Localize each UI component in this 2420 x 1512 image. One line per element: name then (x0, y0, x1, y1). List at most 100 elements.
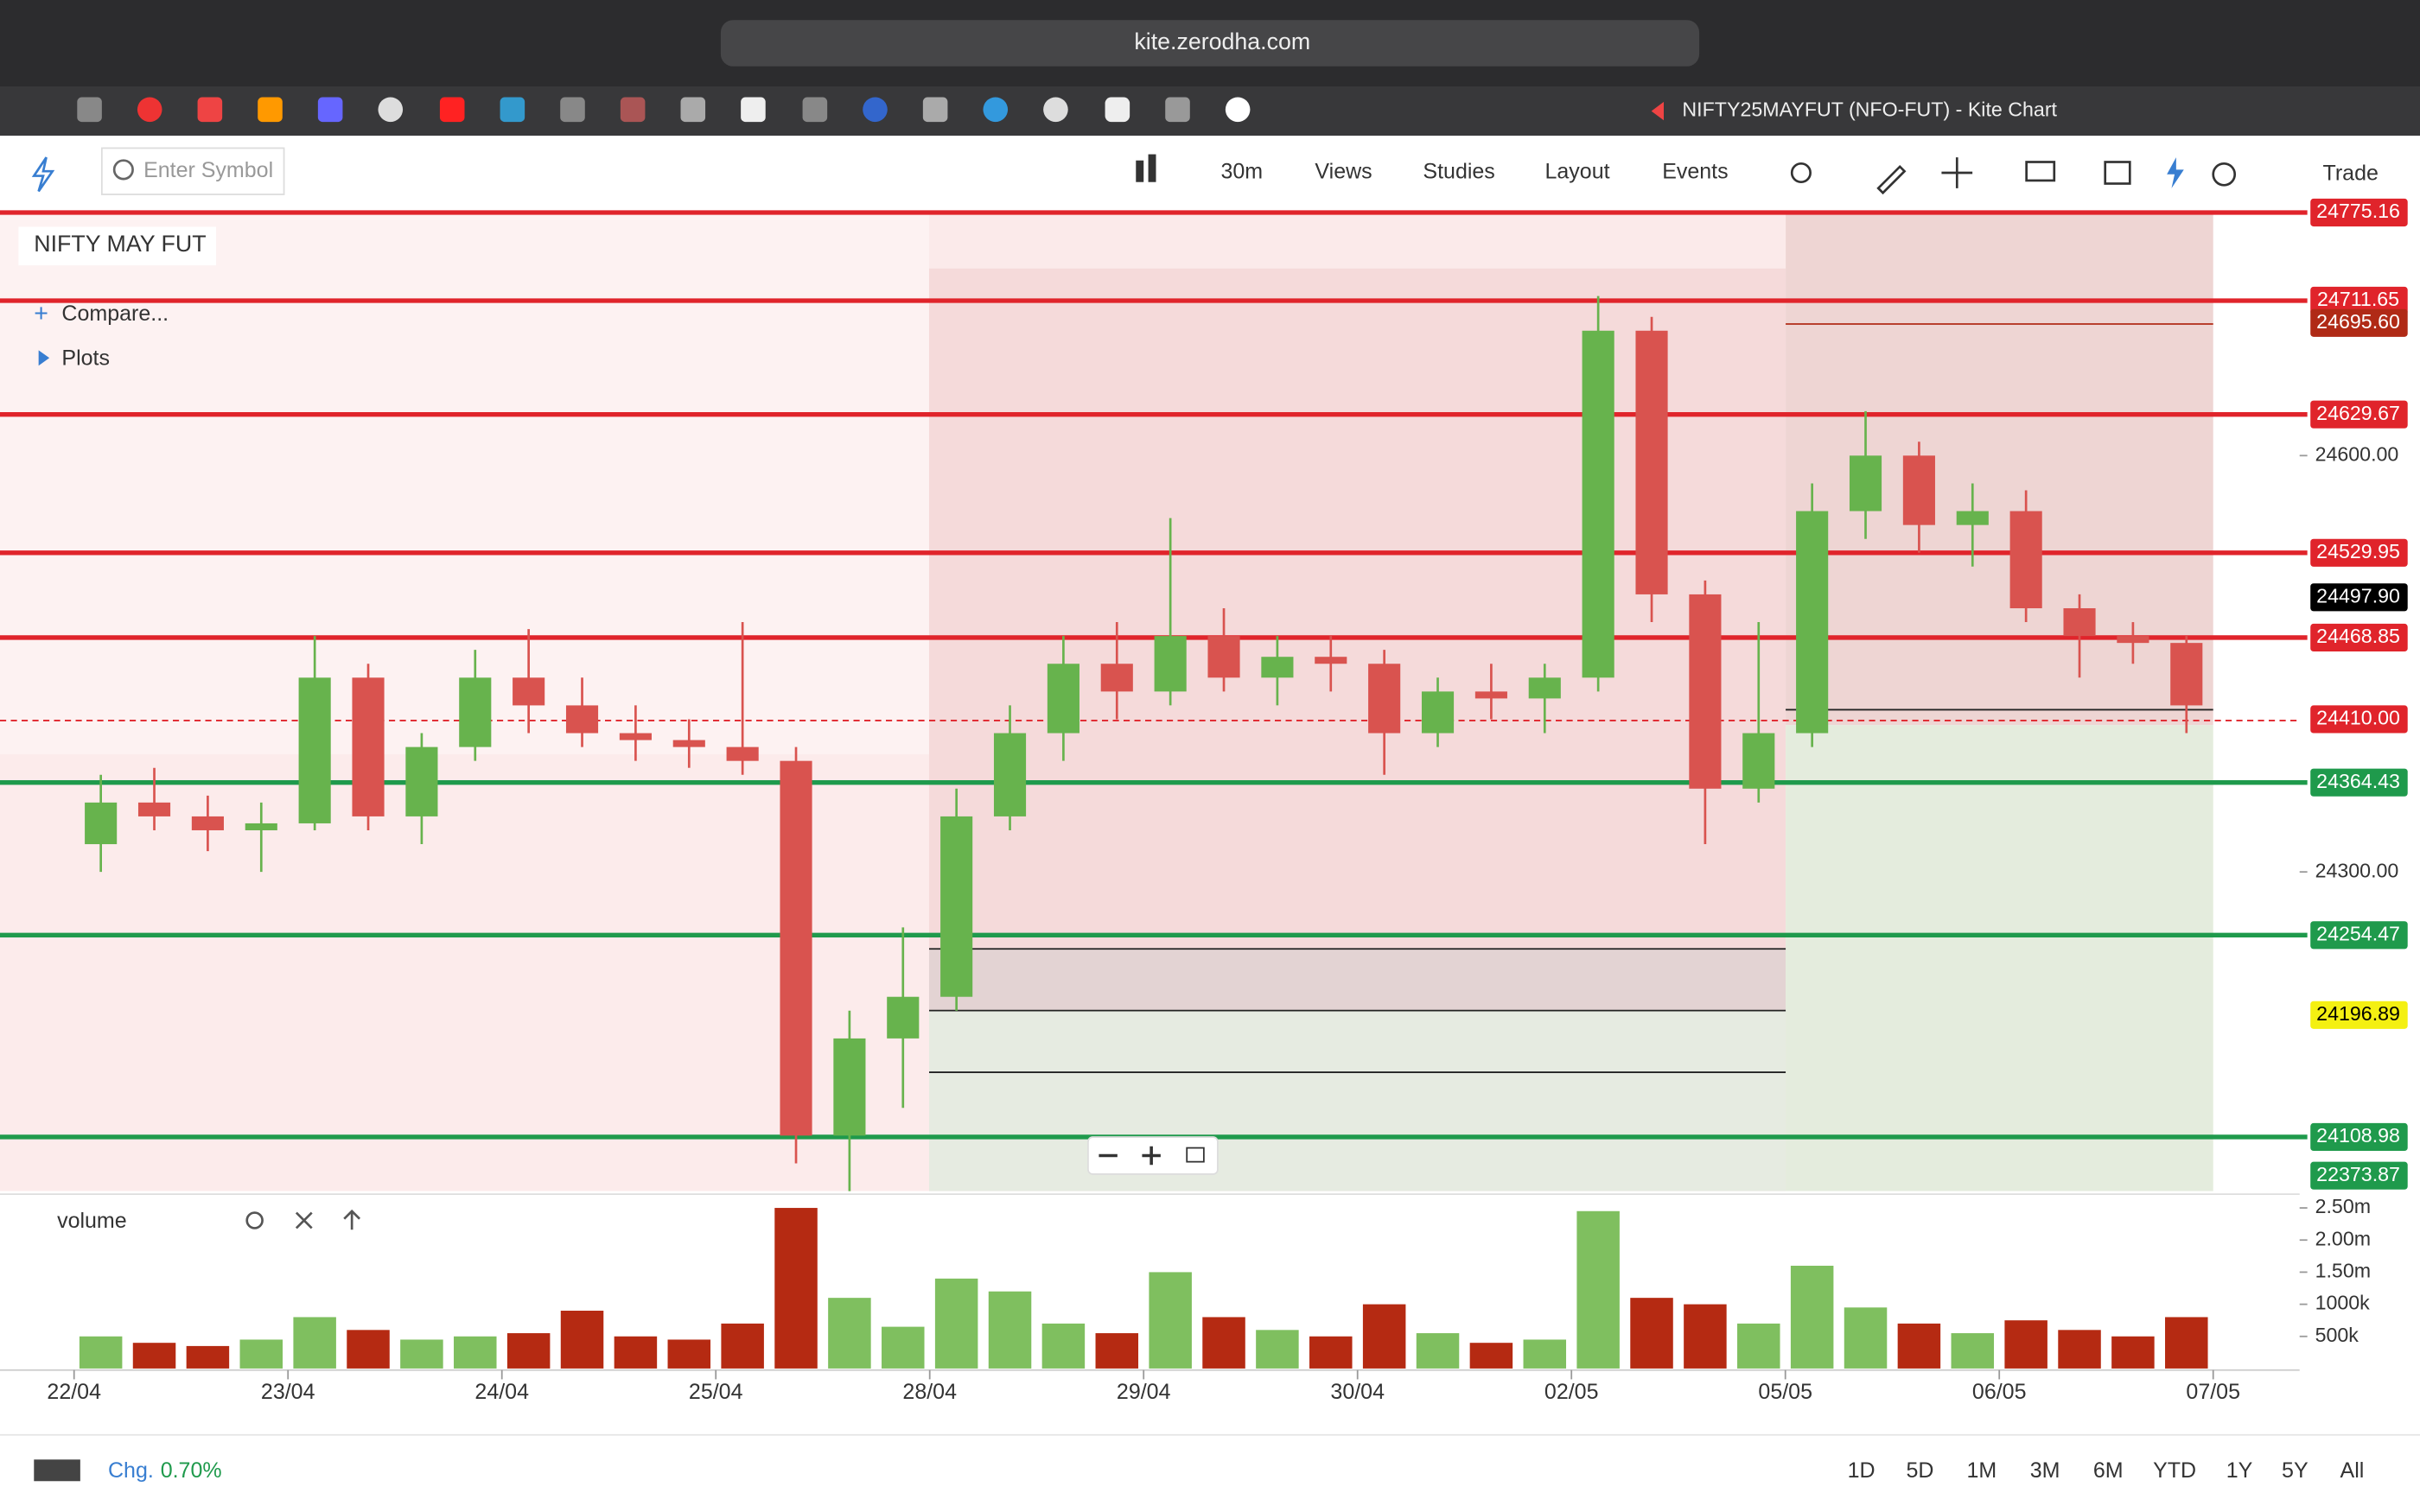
candle-body (619, 733, 652, 740)
x-tick-label: 07/05 (2186, 1380, 2240, 1404)
level-label: 24775.16 (2316, 200, 2400, 222)
volume-bar (1256, 1330, 1299, 1369)
range-button[interactable]: YTD (2153, 1458, 2196, 1483)
menu[interactable]: Views (1315, 160, 1372, 184)
compare-link[interactable]: Compare... (61, 302, 169, 326)
volume-bar (560, 1311, 604, 1369)
candle-body (2170, 643, 2203, 706)
range-button[interactable]: 1M (1966, 1458, 1996, 1483)
price-marker-label: 24410.00 (2316, 707, 2400, 729)
volume-bar (1202, 1317, 1245, 1369)
range-button[interactable]: 1Y (2226, 1458, 2253, 1483)
volume-bar (614, 1336, 658, 1369)
change-value: 0.70% (161, 1458, 222, 1483)
candle-body (1849, 455, 1882, 511)
favicons (77, 97, 1664, 123)
price-marker (2310, 705, 2408, 734)
url-bar[interactable] (720, 20, 1700, 67)
range-button[interactable]: 1D (1848, 1458, 1876, 1483)
title-box (18, 226, 216, 266)
y-tick-label: 24600.00 (2315, 442, 2399, 465)
level-label: 24254.47 (2316, 922, 2400, 944)
volume-bar (186, 1345, 230, 1369)
volume-bar (1897, 1323, 1941, 1369)
volume-bar (400, 1339, 443, 1369)
price-marker (2310, 308, 2408, 337)
volume-bar (1309, 1336, 1353, 1369)
candle-body (780, 760, 812, 1136)
price-marker-label: 22373.87 (2316, 1163, 2400, 1185)
candle-body (1207, 636, 1240, 678)
level-tag (2310, 286, 2408, 315)
x-tick-label: 28/04 (902, 1380, 957, 1404)
menu[interactable]: Studies (1423, 160, 1494, 184)
range-button[interactable]: 5D (1906, 1458, 1933, 1483)
search-placeholder: Enter Symbol (143, 158, 273, 182)
price-marker-label: 24497.90 (2316, 584, 2400, 607)
candle-body (1956, 511, 1989, 525)
volume-bar (506, 1333, 551, 1369)
candle-body (940, 816, 973, 997)
candle-body (1474, 691, 1507, 699)
plus-icon: + (34, 300, 48, 327)
toolbar (0, 136, 2420, 212)
range-button[interactable]: 5Y (2282, 1458, 2309, 1483)
candle-body (565, 705, 599, 734)
volume-bar (239, 1339, 283, 1369)
volume-bar (1684, 1304, 1727, 1369)
volume-bar (988, 1291, 1032, 1369)
volume-tick-label: 2.00m (2315, 1227, 2372, 1249)
menu[interactable]: Events (1662, 160, 1728, 184)
volume-bar (1469, 1343, 1513, 1369)
volume-bar (132, 1343, 176, 1369)
chart-title: NIFTY MAY FUT (34, 231, 206, 257)
candle-body (1902, 455, 1935, 525)
x-tick-label: 29/04 (1117, 1380, 1171, 1404)
x-tick-label: 24/04 (474, 1380, 529, 1404)
candle-body (887, 996, 920, 1039)
candle-body (1261, 657, 1294, 678)
x-tick-label: 06/05 (1972, 1380, 2027, 1404)
candle-body (1315, 657, 1347, 664)
zoom-controls (1087, 1136, 1219, 1175)
volume-tick-label: 500k (2315, 1324, 2360, 1346)
level-label: 24108.98 (2316, 1124, 2400, 1147)
volume-bar (1416, 1333, 1460, 1369)
range-buttons: 1D 5D 1M 3M 6M YTD 1Y 5Y All (1848, 1458, 2365, 1483)
candle-body (1421, 691, 1455, 734)
price-marker (2310, 1161, 2408, 1190)
volume-tick-label: 2.50m (2315, 1195, 2372, 1217)
level-tag (2310, 1122, 2408, 1152)
y-tick-label: 24300.00 (2315, 859, 2399, 881)
menu[interactable]: Layout (1545, 160, 1610, 184)
volume-bar (1737, 1323, 1780, 1369)
candle-body (1582, 330, 1614, 678)
plots-link[interactable]: Plots (61, 346, 110, 371)
level-label: 24629.67 (2316, 402, 2400, 424)
trade-button[interactable]: Trade (2323, 161, 2379, 185)
candle-body (1047, 664, 1079, 734)
x-tick-label: 02/05 (1544, 1380, 1599, 1404)
interval-menu[interactable]: 30m (1221, 160, 1264, 184)
candle-body (1796, 511, 1829, 734)
candle-icon (1136, 154, 1156, 182)
range-button[interactable]: 3M (2030, 1458, 2060, 1483)
plots-arrow (38, 350, 50, 366)
range-button[interactable]: 6M (2093, 1458, 2124, 1483)
toolbar-icons (1790, 157, 2237, 195)
price-marker (2310, 1001, 2408, 1029)
candle-body (85, 802, 118, 845)
candle-body (833, 1038, 866, 1136)
keyboard-icon (34, 1459, 80, 1482)
level-tag (2310, 623, 2408, 652)
candle-body (672, 740, 705, 747)
level-tag (2310, 400, 2408, 429)
range-button[interactable]: All (2340, 1458, 2365, 1483)
volume-bar (2165, 1317, 2208, 1369)
volume-bar (1523, 1339, 1567, 1369)
volume-bar (347, 1330, 390, 1369)
volume-title: volume (57, 1209, 127, 1233)
search-icon (112, 159, 134, 181)
level-label: 24364.43 (2316, 770, 2400, 792)
